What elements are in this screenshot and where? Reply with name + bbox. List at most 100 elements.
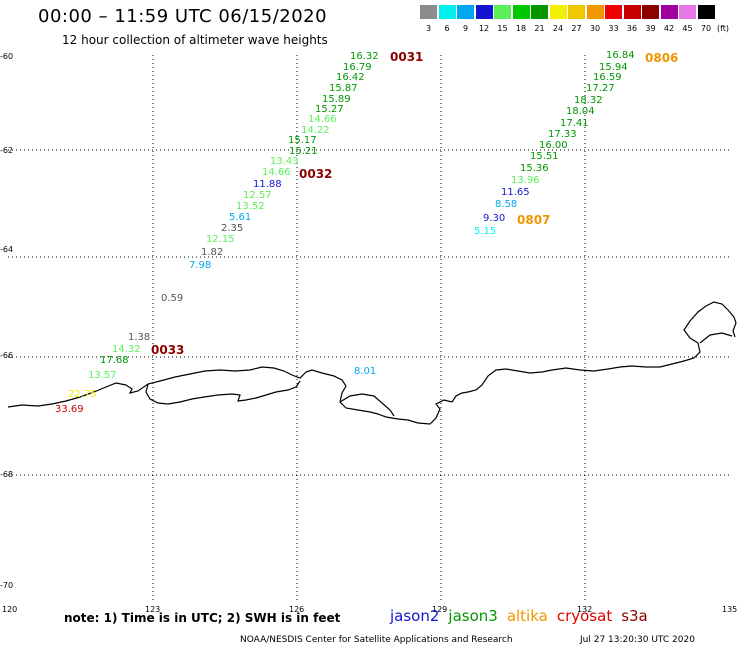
- legend-swatch-70: [697, 5, 715, 19]
- graticule: [8, 55, 730, 600]
- coastline-inlet: [145, 380, 301, 405]
- pass-time-label: 0031: [390, 50, 423, 64]
- pass-time-label: 0807: [517, 213, 550, 227]
- legend-label: 39: [645, 24, 656, 33]
- satellite-cryosat: cryosat: [556, 607, 613, 625]
- wave-height-value: 5.15: [474, 226, 496, 237]
- latitude-label: -68: [0, 470, 13, 479]
- legend-label: 70: [700, 24, 712, 33]
- wave-height-value: 11.65: [501, 187, 530, 198]
- legend-swatch-3: [420, 5, 437, 19]
- legend-swatch-30: [586, 5, 604, 19]
- wave-height-value: 17.33: [548, 129, 577, 140]
- legend-swatch-24: [549, 5, 567, 19]
- wave-height-value: 15.21: [289, 146, 318, 157]
- wave-height-value: 16.84: [606, 50, 635, 61]
- wave-height-value: 14.22: [301, 125, 330, 136]
- latitude-label: -66: [0, 351, 13, 360]
- wave-height-value: 15.87: [329, 83, 358, 94]
- wave-height-value: 11.88: [253, 179, 282, 190]
- map-title: 00:00 – 11:59 UTC 06/15/2020: [38, 6, 328, 27]
- legend-swatch-45: [679, 5, 696, 19]
- legend-label: 45: [682, 24, 693, 33]
- wave-height-value: 1.82: [201, 247, 223, 258]
- wave-height-value: 14.32: [112, 344, 141, 355]
- wave-height-value: 16.00: [539, 140, 568, 151]
- legend-swatch-12: [475, 5, 493, 19]
- legend-swatch-15: [494, 5, 511, 19]
- wave-height-value: 16.79: [343, 62, 372, 73]
- wave-height-value: 12.15: [206, 234, 235, 245]
- legend-label: 36: [626, 24, 638, 33]
- longitude-label: 129: [432, 605, 447, 614]
- pass-time-label: 0806: [645, 51, 678, 65]
- wave-height-value: 1.38: [128, 332, 150, 343]
- legend-label: 9: [462, 24, 469, 33]
- wave-height-value: 15.17: [288, 135, 317, 146]
- wave-height-value: 17.68: [100, 355, 129, 366]
- legend-label: 33: [608, 24, 619, 33]
- legend-label: 15: [497, 24, 508, 33]
- wave-height-value: 15.51: [530, 151, 559, 162]
- legend-swatch-27: [568, 5, 585, 19]
- coastline-bay: [339, 393, 395, 417]
- wave-height-value: 15.27: [315, 104, 344, 115]
- wave-height-value: 13.43: [270, 156, 299, 167]
- wave-height-value: 8.58: [495, 199, 517, 210]
- longitude-label: 120: [2, 605, 17, 614]
- wave-height-value: 13.52: [236, 201, 265, 212]
- wave-height-value: 16.42: [336, 72, 365, 83]
- legend-label: 42: [663, 24, 675, 33]
- wave-height-value: 0.59: [161, 293, 183, 304]
- legend-swatch-39: [642, 5, 659, 19]
- legend-unit: (ft): [717, 24, 730, 33]
- longitude-label: 132: [577, 605, 592, 614]
- legend-label: 18: [515, 24, 527, 33]
- latitude-label: -60: [0, 52, 13, 61]
- wave-height-value: 7.98: [189, 260, 211, 271]
- wave-height-value: 16.32: [350, 51, 379, 62]
- wave-height-value: 16.59: [593, 72, 622, 83]
- wave-height-value: 18.04: [566, 106, 595, 117]
- legend-swatch-36: [623, 5, 641, 19]
- wave-height-value: 22.75: [68, 389, 97, 400]
- legend-label: 27: [571, 24, 582, 33]
- map-subtitle: 12 hour collection of altimeter wave hei…: [62, 33, 328, 47]
- legend-label: 24: [552, 24, 564, 33]
- legend-label: 3: [425, 24, 432, 33]
- latitude-label: -70: [0, 581, 13, 590]
- pass-time-label: 0033: [151, 343, 184, 357]
- longitude-label: 126: [289, 605, 304, 614]
- longitude-label: 135: [722, 605, 737, 614]
- map-note: note: 1) Time is in UTC; 2) SWH is in fe…: [64, 611, 341, 625]
- legend-label: 30: [589, 24, 601, 33]
- wave-height-value: 33.69: [55, 404, 84, 415]
- legend-swatch-33: [605, 5, 622, 19]
- latitude-label: -64: [0, 245, 13, 254]
- wave-height-value: 9.30: [483, 213, 505, 224]
- satellite-s3a: s3a: [621, 607, 648, 625]
- credit-line: NOAA/NESDIS Center for Satellite Applica…: [240, 635, 513, 645]
- legend-swatch-42: [660, 5, 678, 19]
- wave-height-value: 15.94: [599, 62, 628, 73]
- legend-swatch-21: [531, 5, 548, 19]
- legend-swatch-9: [457, 5, 474, 19]
- wave-height-value: 5.61: [229, 212, 251, 223]
- satellite-altika: altika: [506, 607, 548, 625]
- wave-height-value: 8.01: [354, 366, 376, 377]
- generation-timestamp: Jul 27 13:20:30 UTC 2020: [580, 635, 695, 645]
- wave-height-value: 13.57: [88, 370, 117, 381]
- wave-height-value: 15.89: [322, 94, 351, 105]
- wave-height-value: 12.57: [243, 190, 272, 201]
- pass-time-label: 0032: [299, 167, 332, 181]
- wave-height-value: 2.35: [221, 223, 243, 234]
- legend-label: 21: [534, 24, 545, 33]
- satellite-legend: jason2 jason3 altika cryosat s3a: [390, 607, 657, 625]
- wave-height-value: 17.41: [560, 118, 589, 129]
- coastline: [7, 301, 737, 425]
- legend-label: 12: [478, 24, 490, 33]
- wave-height-observations: 16.3216.7916.4215.8715.8915.2714.6614.22…: [55, 50, 635, 415]
- satellite-jason3: jason3: [448, 607, 498, 625]
- wave-height-value: 17.27: [586, 83, 615, 94]
